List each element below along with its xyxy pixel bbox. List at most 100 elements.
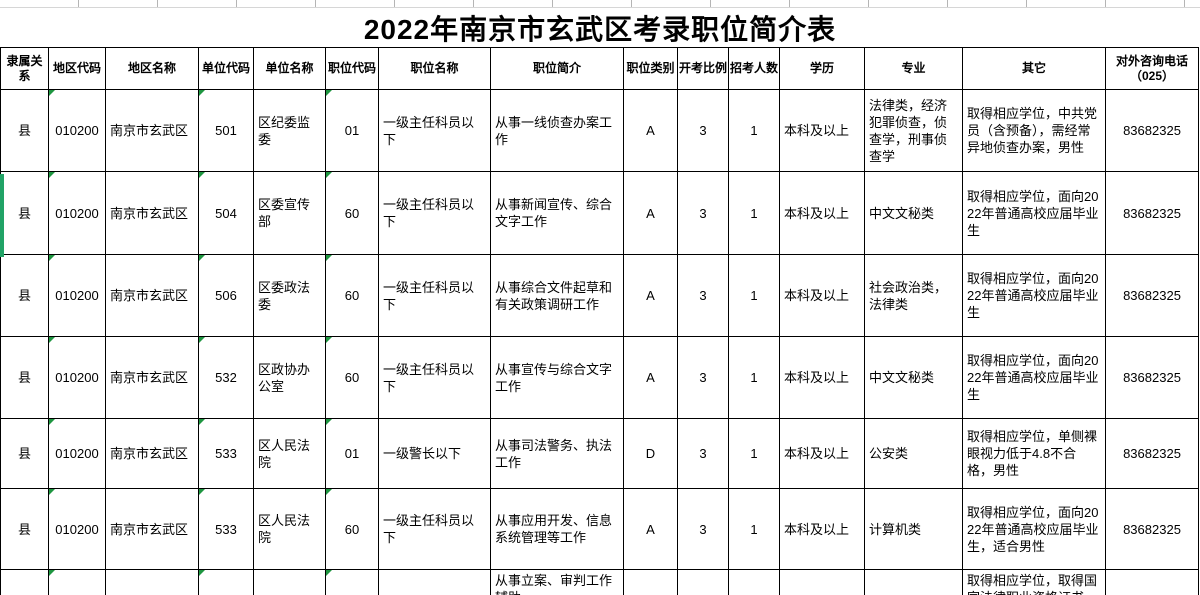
table-cell [677,569,729,595]
table-cell: A [623,488,678,570]
table-cell: 县 [0,488,49,570]
table-cell [378,569,491,595]
table-cell [48,569,106,595]
column-header: 学历 [779,47,865,90]
table-cell: 县 [0,89,49,172]
table-cell: 83682325 [1105,488,1199,570]
table-cell: 3 [677,171,729,255]
error-triangle-icon [49,489,55,495]
table-cell: 南京市玄武区 [105,171,199,255]
table-cell: 83682325 [1105,336,1199,419]
table-cell: 取得相应学位，面向2022年普通高校应届毕业生 [962,336,1106,419]
table-cell: 取得相应学位，单侧裸眼视力低于4.8不合格，男性 [962,418,1106,489]
table-cell: 533 [198,488,254,570]
table-cell [1105,569,1199,595]
page-title: 2022年南京市玄武区考录职位简介表 [363,13,837,45]
table-cell [0,569,49,595]
error-triangle-icon [199,90,205,96]
table-cell: 010200 [48,89,106,172]
table-cell: 83682325 [1105,254,1199,337]
table-cell: A [623,89,678,172]
table-cell: A [623,254,678,337]
error-triangle-icon [49,570,55,576]
column-header: 专业 [864,47,963,90]
table-row: 县 010200 南京市玄武区 532 区政协办公室 60 一级主任科员以下 从事宣传与综合文… [0,336,1199,419]
table-cell: 中文文秘类 [864,336,963,419]
table-cell: 从事司法警务、执法工作 [490,418,624,489]
error-triangle-icon [49,255,55,261]
table-cell: 3 [677,254,729,337]
table-cell: 取得相应学位，取得国家法律职业资格证书 [962,569,1106,595]
table-cell: 区人民法院 [253,418,326,489]
table-cell [105,569,199,595]
table-cell [198,569,254,595]
table-cell: 1 [728,171,780,255]
table-cell: 南京市玄武区 [105,336,199,419]
error-triangle-icon [199,172,205,178]
column-header: 对外咨询电话 （025） [1105,47,1199,90]
error-triangle-icon [326,90,332,96]
table-cell: 010200 [48,488,106,570]
table-cell: 一级主任科员以下 [378,254,491,337]
table-cell [864,569,963,595]
table-cell: 县 [0,171,49,255]
table-cell: 3 [677,488,729,570]
error-triangle-icon [199,489,205,495]
table-cell: 本科及以上 [779,336,865,419]
table-cell [623,569,678,595]
table-cell: 1 [728,89,780,172]
table-cell: 本科及以上 [779,89,865,172]
table-cell: 县 [0,254,49,337]
error-triangle-icon [326,255,332,261]
table-cell: 一级警长以下 [378,418,491,489]
column-header: 单位代码 [198,47,254,90]
table-cell [325,569,379,595]
table-cell: 010200 [48,171,106,255]
column-header: 单位名称 [253,47,326,90]
table-cell: 3 [677,336,729,419]
table-cell: 南京市玄武区 [105,254,199,337]
table-header: 隶属关系 地区代码 地区名称 单位代码 单位名称 职位代码 职位名称 职位简介 职位类别 开考比例… [0,47,1199,90]
table-cell: 3 [677,418,729,489]
error-triangle-icon [326,570,332,576]
table-cell: 本科及以上 [779,418,865,489]
column-header: 招考人数 [728,47,780,90]
table-cell: 县 [0,336,49,419]
column-header: 开考比例 [677,47,729,90]
column-header: 地区代码 [48,47,106,90]
table-cell [728,569,780,595]
table-cell: 中文文秘类 [864,171,963,255]
table-cell [779,569,865,595]
table-cell: 1 [728,254,780,337]
hidden-row-gridlines [0,0,1200,8]
table-cell: 区人民法院 [253,488,326,570]
error-triangle-icon [326,337,332,343]
table-cell: 从事应用开发、信息系统管理等工作 [490,488,624,570]
table-cell: D [623,418,678,489]
table-cell: 南京市玄武区 [105,89,199,172]
table-body: 县 010200 南京市玄武区 501 区纪委监委 01 一级主任科员以下 从事一线侦查办案工… [0,89,1199,595]
table-cell: 取得相应学位，面向2022年普通高校应届毕业生 [962,254,1106,337]
table-cell: 南京市玄武区 [105,418,199,489]
table-cell: 取得相应学位，面向2022年普通高校应届毕业生，适合男性 [962,488,1106,570]
table-cell: 83682325 [1105,171,1199,255]
table-cell: 区纪委监委 [253,89,326,172]
table-cell: 501 [198,89,254,172]
table-cell: 60 [325,171,379,255]
column-header: 其它 [962,47,1106,90]
error-triangle-icon [49,90,55,96]
column-header: 职位代码 [325,47,379,90]
table-cell: 法律类，经济犯罪侦查，侦查学，刑事侦查学 [864,89,963,172]
table-cell: 1 [728,418,780,489]
table-row: 县 010200 南京市玄武区 504 区委宣传部 60 一级主任科员以下 从事新闻宣传、综合… [0,171,1199,255]
table-cell: A [623,336,678,419]
table-cell: 从事立案、审判工作辅助 [490,569,624,595]
column-header: 职位简介 [490,47,624,90]
table-cell: 010200 [48,336,106,419]
table-cell: 本科及以上 [779,254,865,337]
error-triangle-icon [199,337,205,343]
error-triangle-icon [326,489,332,495]
table-cell: 取得相应学位，面向2022年普通高校应届毕业生 [962,171,1106,255]
table-cell: 区委宣传部 [253,171,326,255]
table-cell: 本科及以上 [779,488,865,570]
